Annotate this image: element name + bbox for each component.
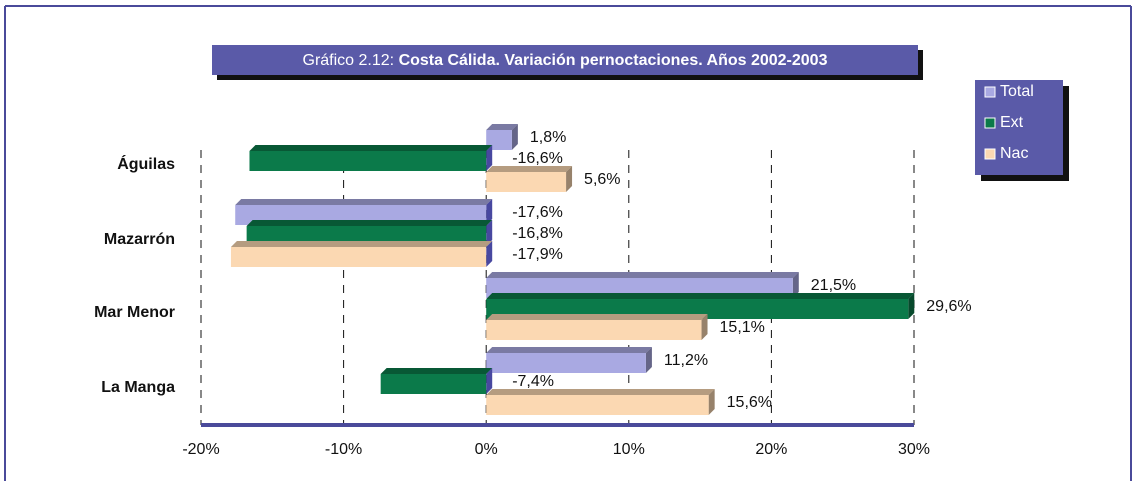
data-label: 29,6% bbox=[926, 298, 971, 315]
bar bbox=[486, 172, 567, 192]
data-label: 15,1% bbox=[720, 319, 765, 336]
bar-top bbox=[486, 166, 573, 172]
bar-side bbox=[566, 166, 573, 192]
data-label: 21,5% bbox=[811, 277, 856, 294]
bar-top bbox=[380, 368, 493, 374]
title-box bbox=[212, 45, 918, 75]
bar bbox=[249, 151, 487, 171]
bar-side bbox=[486, 199, 493, 225]
legend-label: Ext bbox=[1000, 114, 1024, 131]
data-label: -17,6% bbox=[512, 204, 563, 221]
bar-top bbox=[486, 293, 915, 299]
bar-top bbox=[486, 389, 715, 395]
x-tick-label: -10% bbox=[325, 441, 362, 458]
data-label: -16,8% bbox=[512, 225, 563, 242]
data-label: -7,4% bbox=[512, 373, 554, 390]
bar-top bbox=[230, 241, 493, 247]
bar-side bbox=[486, 145, 493, 171]
bar-side bbox=[486, 241, 493, 267]
x-tick-label: 30% bbox=[898, 441, 930, 458]
bar-side bbox=[645, 347, 652, 373]
category-label: Mazarrón bbox=[104, 231, 175, 248]
bar-top bbox=[486, 347, 652, 353]
x-tick-label: 10% bbox=[613, 441, 645, 458]
bar-side bbox=[708, 389, 715, 415]
bar bbox=[380, 374, 487, 394]
x-tick-label: -20% bbox=[182, 441, 219, 458]
x-tick-label: 20% bbox=[755, 441, 787, 458]
bar-side bbox=[486, 220, 493, 246]
bar bbox=[486, 320, 702, 340]
bar bbox=[230, 247, 487, 267]
data-label: 1,8% bbox=[530, 129, 566, 146]
title-prefix: Gráfico 2.12: bbox=[303, 52, 395, 69]
data-label: 5,6% bbox=[584, 171, 620, 188]
x-tick-label: 0% bbox=[475, 441, 498, 458]
data-label: -16,6% bbox=[512, 150, 563, 167]
bar-top bbox=[249, 145, 493, 151]
bar-top bbox=[486, 272, 799, 278]
bar-side bbox=[511, 124, 518, 150]
legend-swatch bbox=[984, 148, 996, 160]
title-main: Costa Cálida. Variación pernoctaciones. … bbox=[399, 52, 828, 69]
legend-label: Total bbox=[1000, 83, 1034, 100]
legend-swatch bbox=[984, 86, 996, 98]
category-label: Águilas bbox=[117, 154, 175, 173]
bar-top bbox=[486, 314, 708, 320]
bar bbox=[486, 130, 512, 150]
bar-side bbox=[486, 368, 493, 394]
chart-title: Gráfico 2.12: Costa Cálida. Variación pe… bbox=[303, 52, 828, 69]
category-label: Mar Menor bbox=[94, 304, 175, 321]
data-label: 15,6% bbox=[727, 394, 772, 411]
bar-top bbox=[235, 199, 493, 205]
bar-top bbox=[246, 220, 493, 226]
bar bbox=[486, 353, 646, 373]
legend-label: Nac bbox=[1000, 145, 1028, 162]
bar-top bbox=[486, 124, 518, 130]
data-label: 11,2% bbox=[664, 352, 708, 369]
bar-side bbox=[701, 314, 708, 340]
bar-side bbox=[908, 293, 915, 319]
bar bbox=[486, 395, 709, 415]
bar-side bbox=[792, 272, 799, 298]
legend-swatch bbox=[984, 117, 996, 129]
category-label: La Manga bbox=[101, 379, 175, 396]
data-label: -17,9% bbox=[512, 246, 563, 263]
